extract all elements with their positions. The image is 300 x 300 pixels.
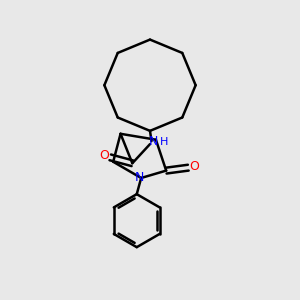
Text: N: N [148, 135, 158, 148]
Text: O: O [189, 160, 199, 173]
Text: N: N [135, 171, 144, 184]
Text: O: O [99, 149, 109, 162]
Text: H: H [160, 137, 168, 147]
